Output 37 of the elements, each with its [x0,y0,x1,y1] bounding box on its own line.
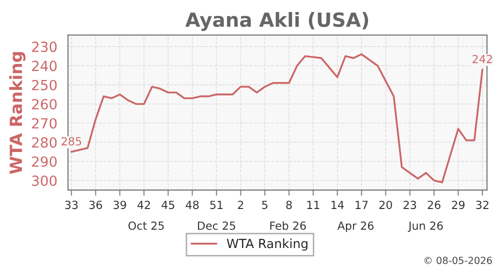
x-tick-label: 29 [452,200,465,210]
x-tick-label: 8 [286,200,292,210]
x-tick-label: 36 [89,200,102,210]
y-tick-label: 280 [32,137,57,148]
x-tick-label: 42 [137,200,150,209]
y-tick-label: 230 [32,42,57,52]
y-axis-title: WTA Ranking [9,52,26,174]
x-tick-label: 11 [307,200,320,209]
x2-tick-label: Oct 25 [128,221,164,230]
x-tick-label: 33 [65,200,78,210]
y-tick-label: 250 [32,80,57,90]
text: © 08-05-2026 [424,256,492,264]
y-tick-label: 290 [32,156,57,167]
x-tick-label: 5 [262,200,268,210]
x-tick-label: 20 [379,200,392,210]
x-tick-label: 2 [238,200,244,209]
x-tick-label: 51 [210,200,223,210]
y-tick-label: 260 [32,98,57,110]
x-tick-label: 23 [404,200,416,210]
x-tick-label: 14 [332,200,344,209]
x-tick-label: 17 [356,200,368,209]
y-tick-label: 270 [32,118,57,129]
y-tick-label: 240 [32,60,57,72]
data-label: 242 [472,54,492,64]
x-tick-label: 26 [428,200,440,210]
x2-tick-label: Feb 26 [270,221,306,230]
x-tick-label: 32 [476,200,488,210]
legend-label: WTA Ranking [226,238,308,251]
chart-title: Ayana Akli (USA) [185,12,368,31]
x2-tick-label: Dec 25 [198,221,236,230]
x2-tick-label: Jun 26 [408,221,443,232]
y-tick-label: 300 [32,175,57,186]
x2-tick-label: Apr 26 [337,221,374,232]
x-tick-label: 45 [162,200,174,210]
x-tick-label: 48 [186,200,199,210]
data-label: 285 [62,137,82,146]
x-tick-label: 39 [114,200,126,210]
